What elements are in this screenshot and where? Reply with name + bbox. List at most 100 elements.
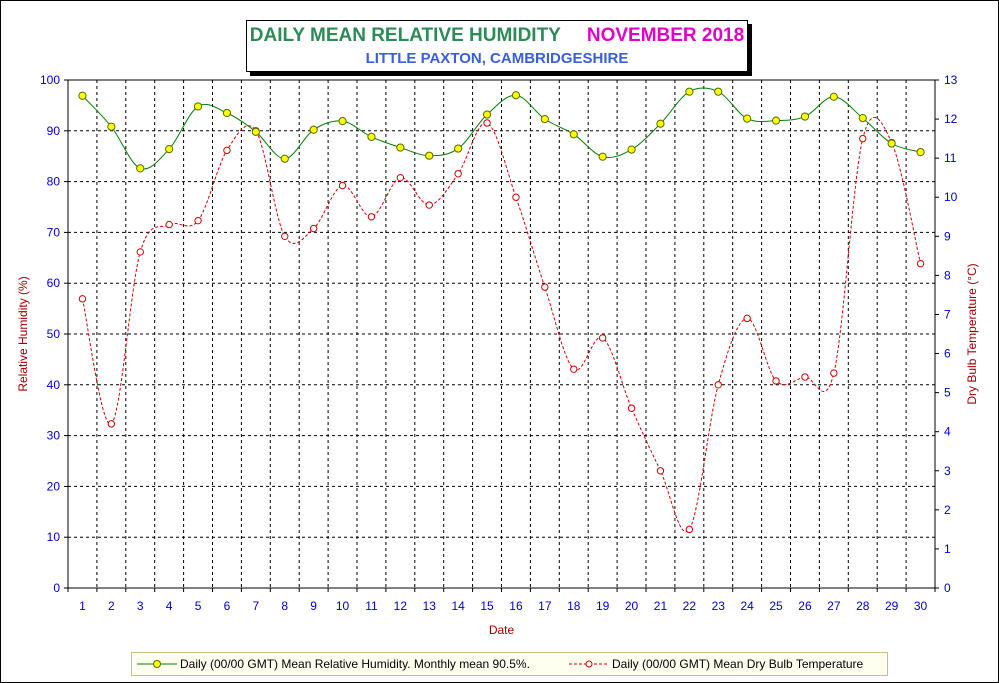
x-tick-label: 1 [79, 599, 86, 613]
x-tick-label: 25 [769, 599, 783, 613]
x-tick-label: 2 [108, 599, 115, 613]
y2-tick-label: 11 [944, 151, 957, 165]
chart-month: NOVEMBER 2018 [586, 25, 745, 46]
x-tick-label: 6 [224, 599, 231, 613]
x-tick-label: 3 [137, 599, 144, 613]
humidity-point [136, 164, 145, 173]
y-tick-label: 30 [47, 429, 61, 443]
y-tick-label: 70 [47, 225, 61, 239]
y2-tick-label: 3 [944, 464, 951, 478]
y-tick-label: 40 [47, 378, 61, 392]
humidity-point [743, 114, 752, 123]
x-tick-label: 10 [336, 599, 350, 613]
y2-axis-title: Dry Bulb Temperature (°C) [965, 263, 979, 404]
x-axis-title: Date [489, 623, 515, 637]
legend-humidity-marker [153, 660, 161, 668]
temperature-point [309, 224, 318, 233]
x-tick-label: 21 [654, 599, 668, 613]
temperature-point [454, 170, 462, 178]
temperature-point [772, 377, 780, 385]
temperature-point [483, 119, 491, 127]
temperature-point [859, 134, 867, 143]
y2-tick-label: 13 [944, 73, 958, 87]
humidity-point [540, 115, 549, 124]
humidity-point [598, 152, 607, 161]
y-tick-label: 10 [47, 530, 61, 544]
y2-tick-label: 8 [944, 268, 951, 282]
x-tick-label: 22 [683, 599, 697, 613]
humidity-point [916, 148, 925, 157]
humidity-point [193, 102, 203, 111]
y-tick-label: 80 [47, 175, 61, 189]
temperature-point [570, 365, 578, 373]
legend: Daily (00/00 GMT) Mean Relative Humidity… [131, 652, 888, 676]
legend-humidity-label: Daily (00/00 GMT) Mean Relative Humidity… [180, 657, 530, 671]
temperature-point [136, 248, 144, 256]
temperature-point [627, 404, 636, 412]
temperature-point [107, 420, 116, 428]
x-tick-label: 24 [740, 599, 754, 613]
y-tick-label: 90 [47, 124, 61, 138]
x-tick-label: 30 [914, 599, 928, 613]
y-tick-label: 50 [47, 327, 61, 341]
y2-tick-label: 0 [944, 581, 951, 595]
temperature-point [916, 259, 925, 268]
temperature-point [78, 295, 87, 303]
temperature-point [396, 173, 405, 182]
temperature-point [165, 220, 173, 229]
x-tick-label: 7 [253, 599, 260, 613]
temperature-point [512, 193, 520, 201]
humidity-point [165, 144, 174, 154]
humidity-point [338, 117, 347, 126]
y-tick-label: 60 [47, 276, 61, 290]
x-tick-label: 9 [310, 599, 317, 613]
x-tick-label: 12 [394, 599, 408, 613]
x-tick-label: 4 [166, 599, 173, 613]
x-tick-label: 23 [712, 599, 726, 613]
y-tick-label: 0 [53, 581, 60, 595]
humidity-point [656, 119, 665, 128]
humidity-point [107, 122, 116, 131]
y2-tick-label: 1 [944, 542, 951, 556]
temperature-point [743, 314, 751, 323]
humidity-point [511, 91, 521, 100]
humidity-point [78, 91, 87, 100]
x-tick-label: 27 [827, 599, 841, 613]
humidity-point [800, 112, 810, 121]
humidity-point [771, 116, 781, 125]
y2-tick-label: 6 [944, 347, 951, 361]
y-axis-title: Relative Humidity (%) [16, 276, 30, 391]
y2-tick-label: 12 [944, 112, 958, 126]
humidity-point [396, 143, 405, 152]
x-tick-label: 13 [423, 599, 437, 613]
x-tick-label: 28 [856, 599, 870, 613]
y2-tick-label: 7 [944, 307, 951, 321]
temperature-point [223, 146, 231, 155]
humidity-point [829, 92, 838, 101]
x-tick-label: 8 [281, 599, 288, 613]
temperature-point [281, 232, 289, 241]
humidity-point [280, 154, 289, 163]
humidity-point [569, 130, 578, 139]
chart-title: DAILY MEAN RELATIVE HUMIDITY [249, 25, 561, 46]
temperature-point [425, 201, 433, 209]
humidity-point [251, 127, 260, 136]
humidity-point [887, 139, 896, 148]
humidity-point [482, 110, 492, 119]
humidity-point [858, 114, 867, 123]
x-tick-label: 20 [625, 599, 639, 613]
humidity-point [627, 145, 636, 154]
humidity-point [714, 87, 723, 96]
humidity-point [367, 132, 376, 141]
humidity-point [454, 144, 463, 153]
y2-tick-label: 5 [944, 386, 951, 400]
x-tick-label: 16 [509, 599, 523, 613]
y2-tick-label: 2 [944, 503, 951, 517]
y2-tick-label: 4 [944, 425, 951, 439]
chart-subtitle: LITTLE PAXTON, CAMBRIDGESHIRE [365, 50, 629, 67]
y-tick-label: 100 [40, 73, 60, 87]
temperature-point [714, 381, 722, 389]
temperature-point [801, 373, 809, 381]
x-tick-label: 14 [451, 599, 465, 613]
y2-tick-label: 9 [944, 229, 951, 243]
